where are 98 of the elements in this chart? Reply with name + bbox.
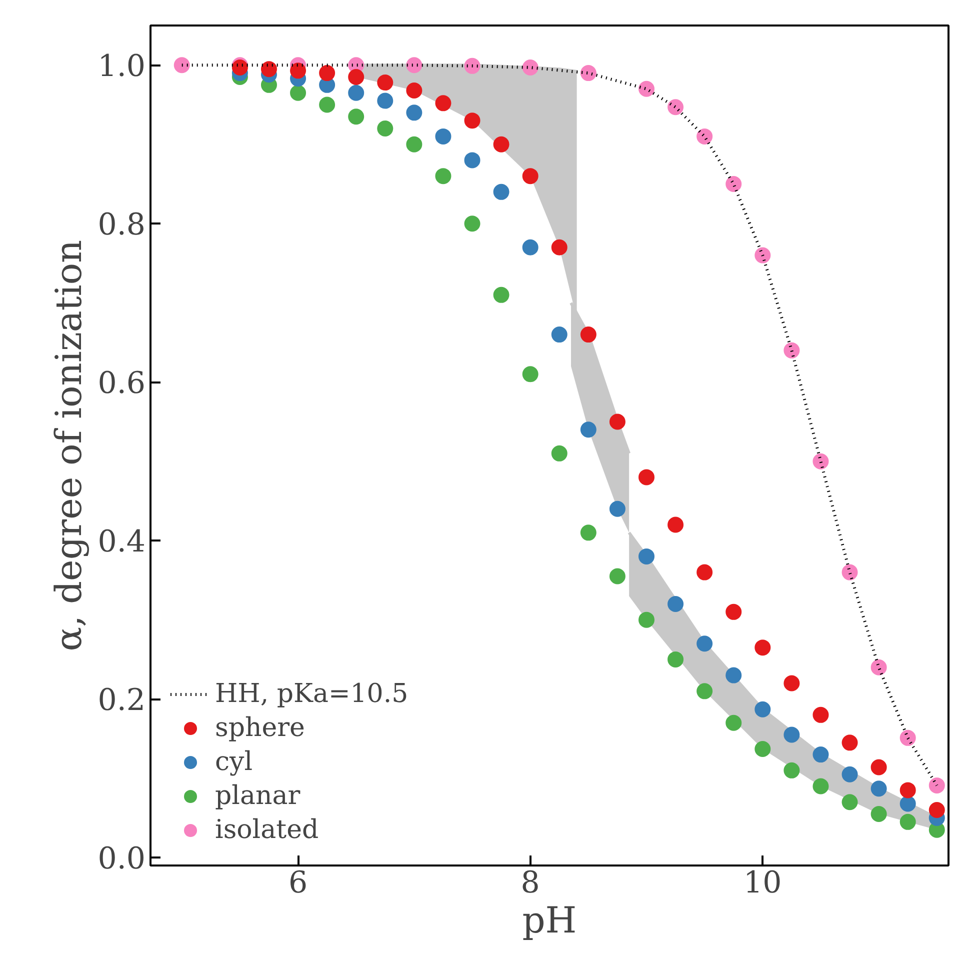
point: [726, 667, 742, 684]
point: [754, 247, 771, 264]
point: [870, 806, 887, 822]
point: [522, 239, 538, 256]
point: [290, 84, 306, 101]
point: [812, 746, 829, 763]
point: [551, 239, 568, 256]
point: [842, 794, 858, 810]
point: [348, 84, 364, 101]
point: [580, 65, 596, 82]
point: [609, 414, 626, 430]
point: [551, 326, 568, 343]
point: [668, 596, 684, 612]
point: [493, 184, 510, 200]
point: [754, 741, 771, 757]
point: [784, 342, 800, 358]
point: [900, 796, 916, 812]
point: [784, 726, 800, 743]
point: [928, 777, 945, 794]
point: [464, 58, 480, 74]
point: [754, 640, 771, 656]
x-tick-label: 8: [520, 866, 540, 900]
point: [290, 62, 306, 79]
y-tick-label: 0.6: [98, 366, 146, 402]
point: [842, 564, 858, 580]
point: [900, 814, 916, 830]
point: [319, 65, 336, 82]
legend-label: cyl: [215, 747, 253, 777]
point: [638, 548, 654, 564]
point: [377, 74, 394, 91]
point: [900, 782, 916, 798]
point: [696, 636, 713, 652]
legend-label: planar: [215, 781, 300, 811]
y-tick-label: 0.4: [98, 524, 146, 560]
point: [784, 675, 800, 692]
point: [260, 61, 277, 78]
point: [435, 168, 452, 184]
point: [668, 99, 684, 116]
point: [638, 612, 654, 628]
x-tick-label: 6: [288, 866, 308, 900]
legend-label: sphere: [215, 713, 305, 743]
point: [348, 69, 364, 85]
point: [522, 60, 538, 76]
point: [464, 152, 480, 168]
point: [900, 730, 916, 746]
point: [842, 734, 858, 751]
legend-label: HH, pKa=10.5: [215, 679, 408, 709]
point: [174, 57, 190, 74]
x-axis-title: pH: [522, 900, 577, 942]
point: [435, 128, 452, 144]
point: [668, 651, 684, 668]
point: [696, 128, 713, 144]
point: [726, 176, 742, 192]
point: [812, 706, 829, 723]
point: [668, 516, 684, 533]
point: [377, 92, 394, 109]
point: [377, 120, 394, 137]
x-tick-label: 10: [744, 866, 782, 900]
point: [551, 445, 568, 462]
point: [870, 759, 887, 776]
point: [580, 524, 596, 541]
legend-label: isolated: [215, 815, 319, 845]
point: [319, 96, 336, 113]
point: [870, 780, 887, 797]
y-tick-label: 1.0: [98, 49, 146, 84]
y-tick-label: 0.0: [98, 842, 146, 877]
point: [784, 762, 800, 778]
point: [638, 469, 654, 486]
point: [406, 136, 422, 152]
point: [928, 802, 945, 818]
point: [638, 80, 654, 97]
point: [493, 286, 510, 303]
point: [812, 453, 829, 470]
point: [464, 112, 480, 129]
y-tick-label: 0.8: [98, 208, 146, 243]
point: [406, 82, 422, 98]
point: [435, 95, 452, 112]
point: [754, 701, 771, 718]
y-tick-label: 0.2: [98, 683, 146, 718]
point: [609, 500, 626, 517]
point: [726, 714, 742, 731]
point: [696, 564, 713, 580]
point: [406, 57, 422, 74]
point: [348, 108, 364, 125]
point: [609, 568, 626, 584]
point: [522, 168, 538, 184]
y-axis-title: α, degree of ionization: [48, 240, 90, 652]
point: [580, 326, 596, 343]
point: [493, 136, 510, 152]
point: [696, 683, 713, 700]
point: [842, 766, 858, 782]
point: [580, 422, 596, 438]
point: [464, 216, 480, 232]
point: [812, 778, 829, 794]
point: [870, 659, 887, 676]
point: [522, 366, 538, 382]
point: [726, 604, 742, 620]
point: [406, 104, 422, 121]
